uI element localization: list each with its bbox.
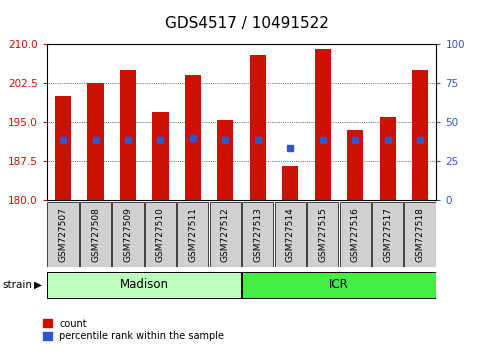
Bar bbox=[315, 50, 331, 200]
Text: GSM727512: GSM727512 bbox=[221, 207, 230, 262]
Bar bbox=[242, 202, 274, 267]
Bar bbox=[55, 96, 71, 200]
Text: GDS4517 / 10491522: GDS4517 / 10491522 bbox=[165, 16, 328, 31]
Text: GSM727510: GSM727510 bbox=[156, 207, 165, 262]
Bar bbox=[80, 202, 111, 267]
Bar bbox=[307, 202, 338, 267]
Bar bbox=[152, 112, 169, 200]
Text: GSM727516: GSM727516 bbox=[351, 207, 360, 262]
Bar bbox=[380, 117, 396, 200]
Bar bbox=[217, 120, 234, 200]
Text: GSM727507: GSM727507 bbox=[59, 207, 68, 262]
Legend: count, percentile rank within the sample: count, percentile rank within the sample bbox=[42, 318, 225, 342]
Bar bbox=[347, 130, 363, 200]
Text: GSM727515: GSM727515 bbox=[318, 207, 327, 262]
Bar bbox=[249, 55, 266, 200]
Text: ▶: ▶ bbox=[34, 280, 41, 290]
Text: GSM727518: GSM727518 bbox=[416, 207, 424, 262]
Text: ICR: ICR bbox=[329, 278, 349, 291]
Text: GSM727517: GSM727517 bbox=[383, 207, 392, 262]
Bar bbox=[120, 70, 136, 200]
Bar bbox=[340, 202, 371, 267]
Bar bbox=[282, 166, 298, 200]
Text: GSM727511: GSM727511 bbox=[188, 207, 197, 262]
Bar bbox=[47, 202, 79, 267]
Bar bbox=[412, 70, 428, 200]
Bar bbox=[112, 202, 143, 267]
Text: Madison: Madison bbox=[120, 278, 169, 291]
Text: strain: strain bbox=[2, 280, 33, 290]
Bar bbox=[145, 202, 176, 267]
Bar bbox=[47, 272, 241, 298]
Text: GSM727513: GSM727513 bbox=[253, 207, 262, 262]
Text: GSM727508: GSM727508 bbox=[91, 207, 100, 262]
Bar bbox=[275, 202, 306, 267]
Bar bbox=[87, 83, 104, 200]
Bar bbox=[372, 202, 403, 267]
Text: GSM727514: GSM727514 bbox=[286, 207, 295, 262]
Bar bbox=[210, 202, 241, 267]
Bar bbox=[242, 272, 436, 298]
Bar bbox=[177, 202, 209, 267]
Bar bbox=[404, 202, 436, 267]
Bar bbox=[185, 75, 201, 200]
Text: GSM727509: GSM727509 bbox=[123, 207, 133, 262]
